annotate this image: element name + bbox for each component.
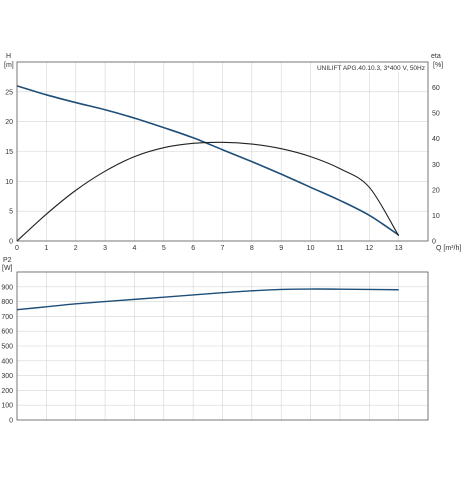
x-tick-4: 4 <box>132 245 136 252</box>
p2-tick-900: 900 <box>1 284 13 291</box>
y-right-tick-50: 50 <box>432 111 440 118</box>
x-tick-6: 6 <box>191 245 195 252</box>
eta-curve <box>16 141 400 242</box>
x-tick-10: 10 <box>307 245 315 252</box>
x-tick-9: 9 <box>279 245 283 252</box>
p2-tick-0: 0 <box>9 418 13 425</box>
x-tick-3: 3 <box>103 245 107 252</box>
p2-tick-100: 100 <box>1 403 13 410</box>
x-tick-5: 5 <box>162 245 166 252</box>
y-right-tick-20: 20 <box>432 187 440 194</box>
bottom-plot-frame <box>16 271 429 421</box>
p2-tick-300: 300 <box>1 373 13 380</box>
y-left-tick-15: 15 <box>5 149 13 156</box>
y-left-tick-0: 0 <box>9 239 13 246</box>
x-tick-0: 0 <box>15 245 19 252</box>
y-left-tick-10: 10 <box>5 179 13 186</box>
y-right-tick-10: 10 <box>432 213 440 220</box>
top-plot-frame <box>16 61 429 242</box>
head-curve <box>16 85 400 236</box>
p2-axis-unit: [W] <box>2 265 13 272</box>
p2-tick-800: 800 <box>1 299 13 306</box>
x-tick-12: 12 <box>365 245 373 252</box>
p2-tick-400: 400 <box>1 358 13 365</box>
p2-tick-200: 200 <box>1 388 13 395</box>
p2-axis-label: P2 <box>3 257 12 264</box>
p2-tick-500: 500 <box>1 344 13 351</box>
y-left-tick-25: 25 <box>5 89 13 96</box>
y-axis-right-unit: [%] <box>433 62 443 69</box>
legend-background <box>351 63 427 72</box>
y-right-tick-0: 0 <box>432 239 436 246</box>
x-tick-7: 7 <box>221 245 225 252</box>
x-axis-label: Q [m³/h] <box>436 245 461 252</box>
x-tick-11: 11 <box>336 245 343 252</box>
y-left-tick-20: 20 <box>5 119 13 126</box>
power-panel: P2[W] 0 100 200 300 400 500 600 700 800 900 <box>1 257 429 425</box>
x-tick-8: 8 <box>250 245 254 252</box>
y-right-tick-40: 40 <box>432 136 440 143</box>
y-axis-left-label: H <box>6 53 11 60</box>
x-tick-13: 13 <box>395 245 403 252</box>
x-tick-1: 1 <box>44 245 48 252</box>
y-axis-right-label: eta <box>431 53 441 60</box>
y-axis-left-unit: [m] <box>4 62 14 69</box>
x-tick-2: 2 <box>74 245 78 252</box>
p2-curve <box>16 288 399 311</box>
legend-label: UNILIFT APG.40.10.3, 3*400 V, 50Hz <box>317 65 425 72</box>
p2-tick-700: 700 <box>1 314 13 321</box>
y-right-tick-60: 60 <box>432 85 440 92</box>
y-right-tick-30: 30 <box>432 162 440 169</box>
y-left-tick-5: 5 <box>9 209 13 216</box>
p2-tick-600: 600 <box>1 329 13 336</box>
